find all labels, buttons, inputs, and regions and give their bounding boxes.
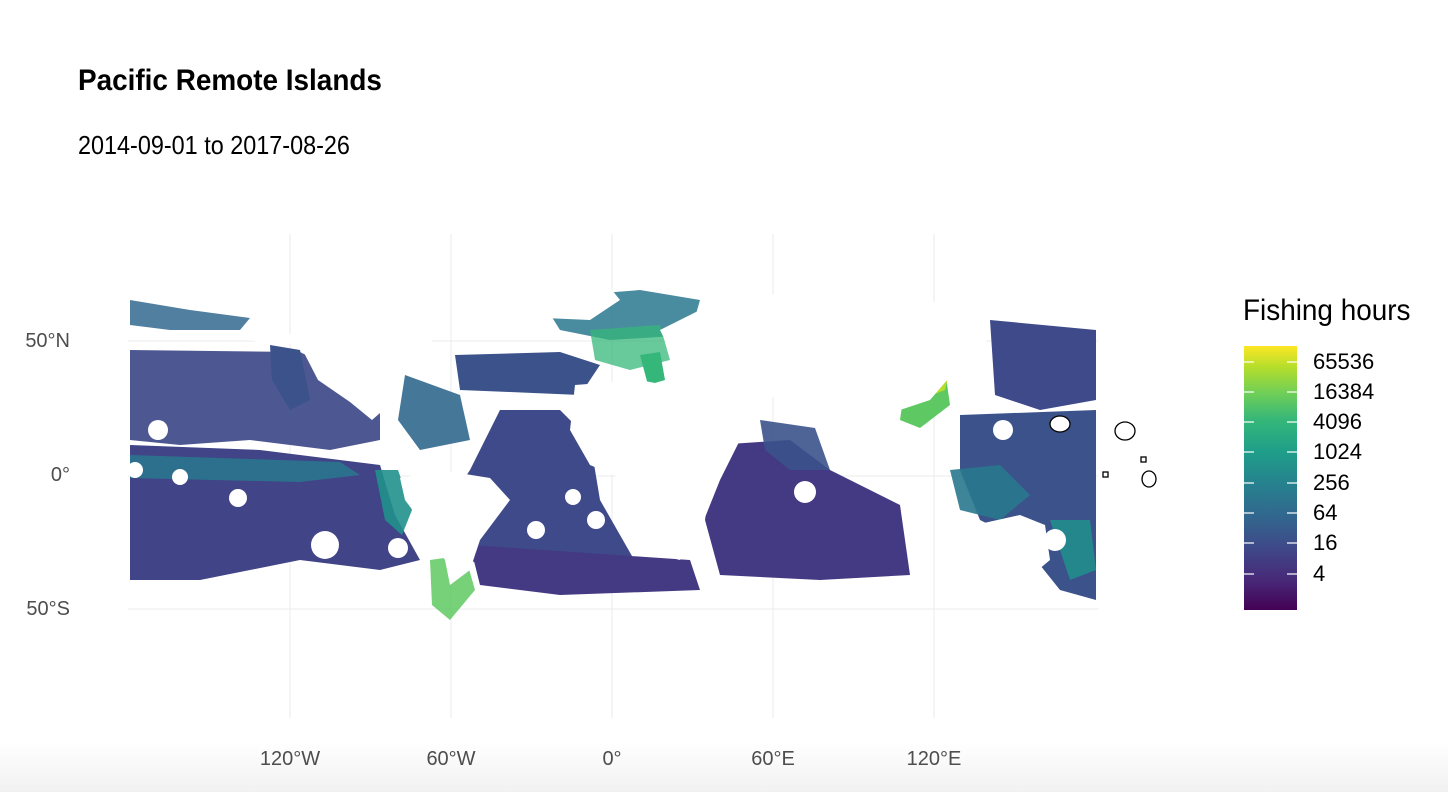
eez-jarvis-island <box>1141 470 1157 488</box>
fishing-region-south-atlantic <box>470 545 700 595</box>
island-gap-9 <box>993 420 1013 440</box>
landmass-africa <box>570 380 740 560</box>
landmass-greenland <box>520 275 620 320</box>
y-axis-label-50s: 50°S <box>26 598 70 620</box>
fishing-region-arabian-sea <box>760 420 830 470</box>
landmass-eurasia <box>660 290 990 430</box>
legend-label-16384: 16384 <box>1313 379 1375 404</box>
x-axis-label-120e: 120°E <box>906 748 962 770</box>
island-gap-4 <box>388 538 408 558</box>
page-title: Pacific Remote Islands <box>78 64 382 97</box>
legend-label-64: 64 <box>1313 500 1338 525</box>
fishing-region-alaska-coast <box>130 300 250 330</box>
island-gap-1 <box>172 469 188 485</box>
eez-palmyra <box>1140 456 1147 463</box>
x-axis-label-120w: 120°W <box>259 748 321 770</box>
island-gap-8 <box>794 481 816 503</box>
land-layer <box>127 275 1066 585</box>
legend-label-256: 256 <box>1313 470 1350 495</box>
y-axis-label-50n: 50°N <box>25 330 70 352</box>
eez-outlines <box>1049 415 1157 488</box>
legend-label-1024: 1024 <box>1313 439 1362 464</box>
fishing-region-north-atlantic <box>455 352 600 395</box>
fishing-region-indian-ocean <box>705 440 910 580</box>
island-gap-10 <box>1044 529 1066 551</box>
legend-label-4: 4 <box>1313 561 1326 586</box>
bottom-fade <box>0 742 1448 792</box>
eez-johnston-atoll <box>1114 421 1136 441</box>
landmass-north-america <box>200 320 440 420</box>
island-gap-7 <box>587 511 605 529</box>
legend-title: Fishing hours <box>1243 294 1411 327</box>
fishing-region-indonesia <box>950 465 1030 520</box>
x-axis-label-60e: 60°E <box>751 748 795 770</box>
fishing-region-gulf-caribbean <box>398 375 470 450</box>
island-gap-5 <box>527 521 545 539</box>
x-axis-label-0: 0° <box>602 748 622 770</box>
legend-label-65536: 65536 <box>1313 349 1375 374</box>
fishing-region-us-west-coast <box>270 345 310 410</box>
legend-colorbar <box>1244 346 1297 610</box>
landmass-australia <box>970 515 1050 585</box>
fishing-region-northwest-pacific <box>990 320 1096 410</box>
legend-label-4096: 4096 <box>1313 409 1362 434</box>
eez-howland-baker <box>1102 471 1109 478</box>
eez-wake-island <box>1049 415 1071 433</box>
island-gap-2 <box>229 489 247 507</box>
fishing-region-north-atlantic-bright <box>640 352 665 385</box>
y-axis-label-0: 0° <box>50 464 70 486</box>
island-gap-3 <box>311 531 339 559</box>
legend-label-16: 16 <box>1313 530 1338 555</box>
landmass-south-america <box>400 470 510 585</box>
island-gap-11 <box>148 420 168 440</box>
page-subtitle: 2014-09-01 to 2017-08-26 <box>78 130 350 160</box>
island-gap-12 <box>127 462 143 478</box>
island-gap-6 <box>565 489 581 505</box>
x-axis-label-60w: 60°W <box>426 748 476 770</box>
